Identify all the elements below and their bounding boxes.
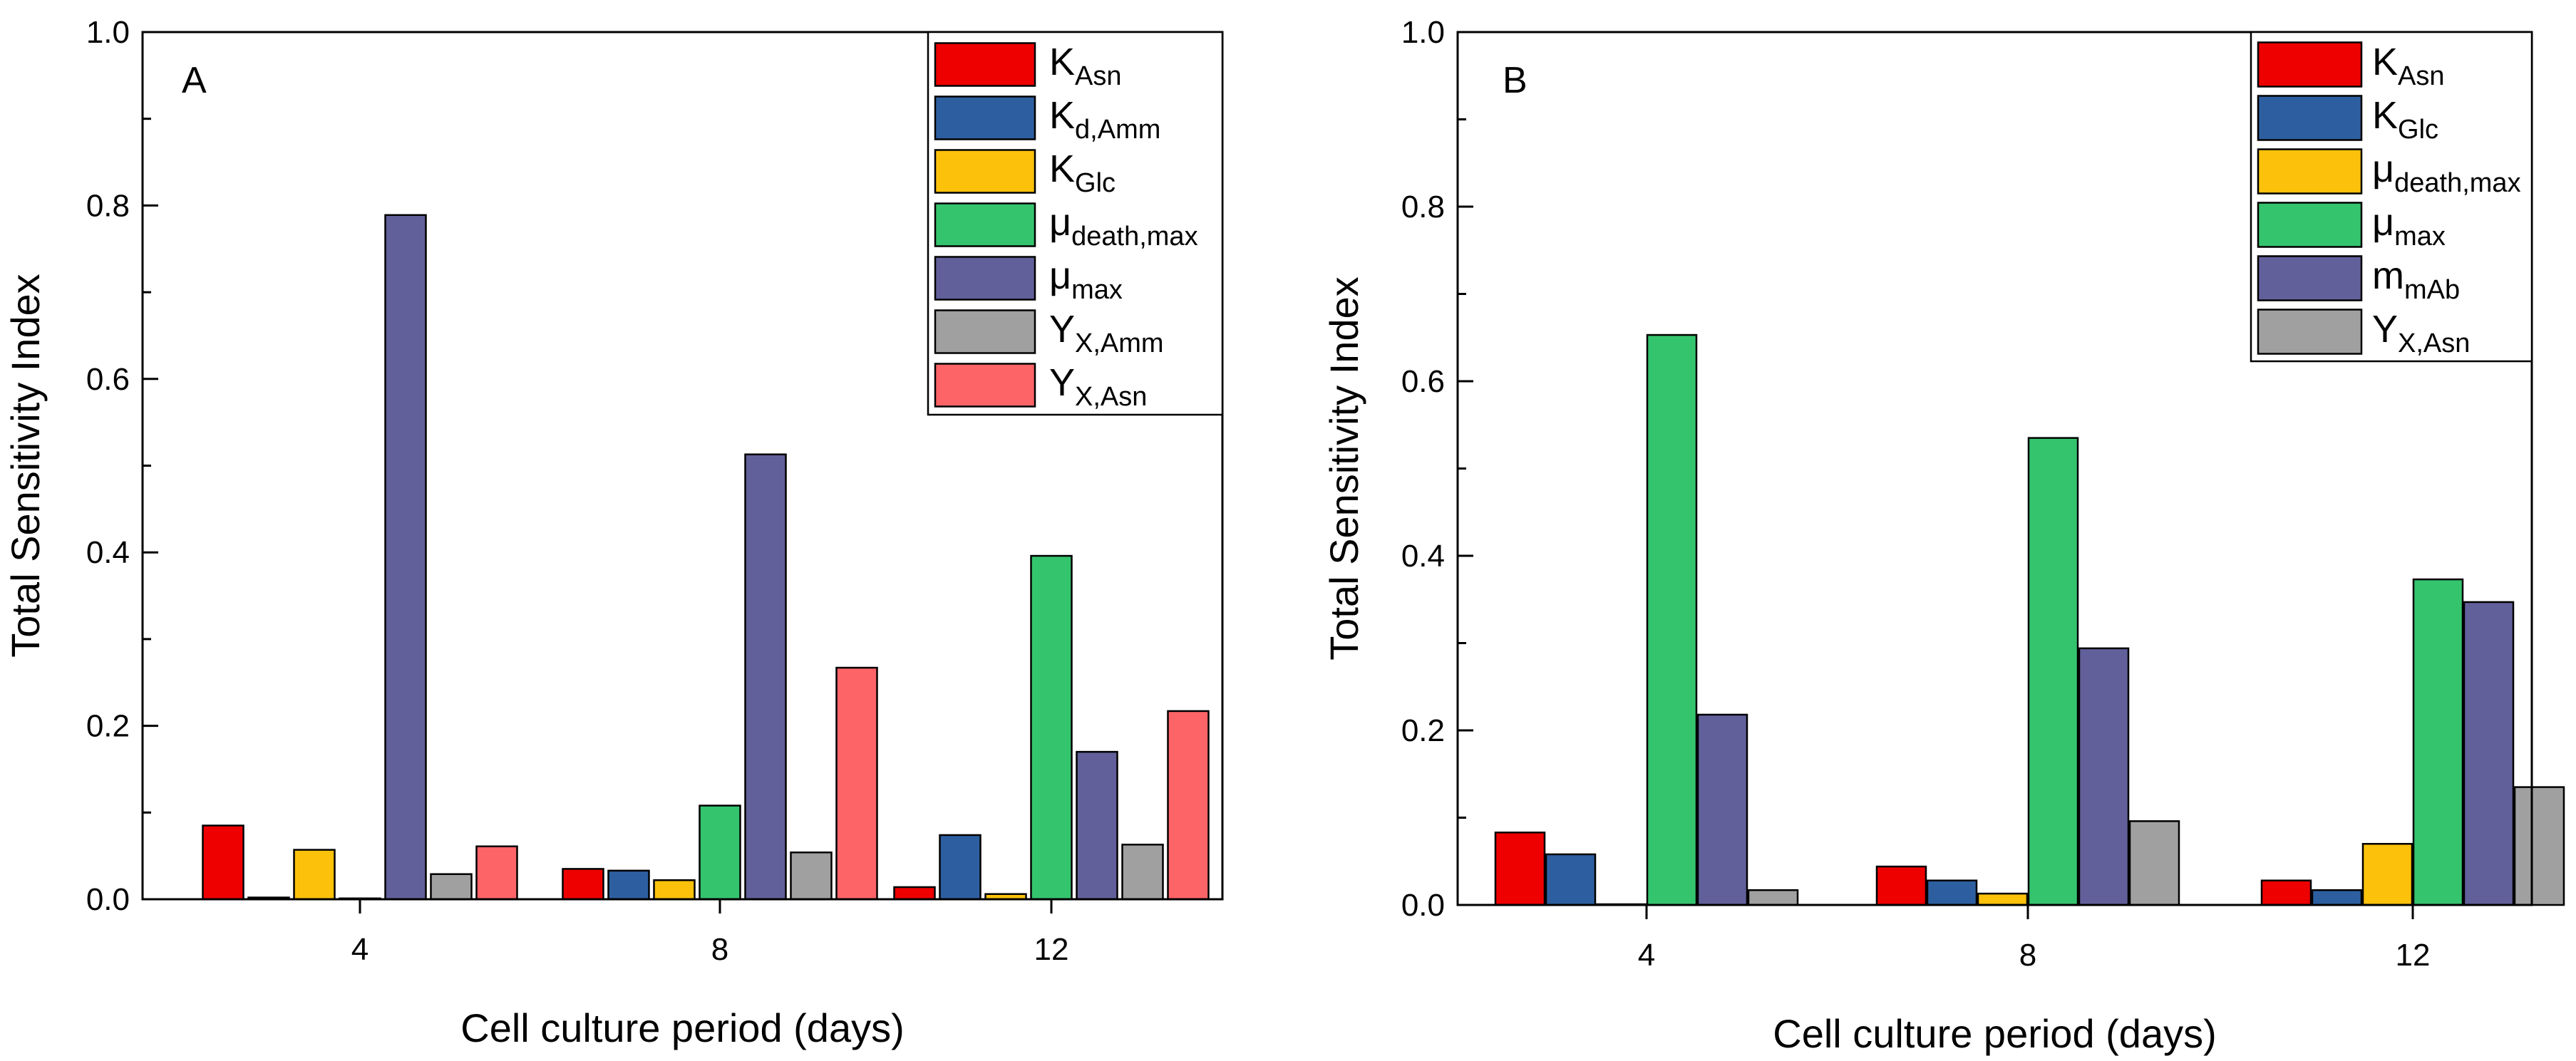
bar-a-max-day12 bbox=[1076, 750, 1118, 901]
legend-swatch bbox=[934, 202, 1036, 247]
legend-label: YX,Amm bbox=[1049, 308, 1164, 358]
legend-label: YX,Asn bbox=[2372, 308, 2470, 358]
bar-b-deathmax-day12 bbox=[2361, 843, 2413, 906]
x-tick-label: 12 bbox=[1034, 932, 1069, 967]
bar-b-yxasn-day8 bbox=[2128, 820, 2180, 906]
legend-label: Kd,Amm bbox=[1049, 94, 1160, 145]
bar-b-max-day12 bbox=[2412, 578, 2464, 906]
y-tick-label: 0.6 bbox=[86, 362, 130, 397]
bar-b-mmab-day12 bbox=[2463, 601, 2515, 906]
bar-a-yxamm-day8 bbox=[790, 852, 833, 901]
bar-a-kasn-day4 bbox=[202, 824, 244, 901]
bar-a-kasn-day12 bbox=[893, 886, 936, 901]
x-tick-label: 12 bbox=[2396, 938, 2431, 973]
bar-a-kdamm-day12 bbox=[939, 834, 982, 901]
legend-swatch bbox=[934, 95, 1036, 140]
y-tick-label: 0.0 bbox=[86, 882, 130, 917]
bar-a-yxamm-day12 bbox=[1121, 844, 1164, 901]
x-axis-title: Cell culture period (days) bbox=[1773, 1011, 2216, 1056]
legend-label: μmax bbox=[2372, 201, 2446, 252]
y-axis-title: Total Sensitivity Index bbox=[3, 274, 48, 657]
legend-label: KGlc bbox=[2372, 94, 2438, 145]
x-tick-label: 4 bbox=[351, 932, 369, 967]
bar-b-yxasn-day12 bbox=[2513, 786, 2565, 906]
bar-a-yxamm-day4 bbox=[430, 873, 473, 901]
y-tick-label: 1.0 bbox=[1401, 15, 1445, 50]
panel-label: B bbox=[1503, 60, 1527, 101]
legend-swatch bbox=[2257, 309, 2363, 355]
x-tick-label: 8 bbox=[711, 932, 728, 967]
legend-swatch bbox=[2257, 148, 2363, 195]
y-tick-label: 0.0 bbox=[1401, 888, 1445, 923]
bar-b-max-day4 bbox=[1646, 333, 1698, 906]
panel-label: A bbox=[182, 60, 207, 101]
y-tick-label: 0.2 bbox=[86, 709, 130, 744]
legend-label: μdeath,max bbox=[1049, 201, 1198, 252]
bar-b-mmab-day8 bbox=[2078, 647, 2130, 906]
legend-label: KAsn bbox=[2372, 41, 2445, 91]
legend-swatch bbox=[934, 363, 1036, 408]
bar-a-kasn-day8 bbox=[562, 868, 604, 901]
legend-label: μmax bbox=[1049, 254, 1123, 305]
legend-label: KGlc bbox=[1049, 147, 1116, 198]
y-tick-label: 1.0 bbox=[86, 15, 130, 50]
legend-swatch bbox=[934, 256, 1036, 301]
bar-a-kglc-day8 bbox=[653, 879, 696, 901]
panel-a: 0.0 0.2 0.4 0.6 0.8 1.0 4 8 12 Cell culture perio… bbox=[3, 15, 1224, 1050]
legend-label: YX,Asn bbox=[1049, 361, 1147, 412]
y-tick-label: 0.2 bbox=[1401, 713, 1445, 748]
bar-b-mmab-day4 bbox=[1696, 713, 1748, 906]
bar-b-kasn-day4 bbox=[1494, 832, 1546, 906]
bar-a-max-day4 bbox=[384, 214, 427, 901]
y-tick-label: 0.8 bbox=[1401, 190, 1445, 224]
bar-b-kglc-day12 bbox=[2311, 889, 2363, 906]
legend-label: KAsn bbox=[1049, 41, 1122, 91]
bar-a-kdamm-day8 bbox=[607, 869, 650, 901]
y-tick-label: 0.4 bbox=[1401, 539, 1445, 574]
legend-swatch bbox=[2257, 255, 2363, 301]
y-axis-title: Total Sensitivity Index bbox=[1322, 276, 1366, 660]
legend-swatch bbox=[934, 309, 1036, 354]
bar-b-kasn-day8 bbox=[1875, 865, 1927, 906]
bar-a-max-day8 bbox=[744, 453, 787, 901]
y-tick-label: 0.8 bbox=[86, 188, 130, 223]
bar-b-yxasn-day4 bbox=[1747, 889, 1799, 906]
legend-label: μdeath,max bbox=[2372, 147, 2521, 198]
bar-a-kglc-day4 bbox=[293, 849, 336, 901]
y-tick-label: 0.6 bbox=[1401, 364, 1445, 399]
x-tick-label: 4 bbox=[1638, 938, 1655, 973]
bar-a-yxasn-day12 bbox=[1167, 710, 1210, 901]
legend-label: mmAb bbox=[2372, 254, 2460, 305]
bar-b-max-day8 bbox=[2027, 437, 2079, 906]
y-tick-label: 0.4 bbox=[86, 535, 130, 570]
legend-swatch bbox=[2257, 95, 2363, 141]
bar-a-deathmax-day8 bbox=[699, 804, 741, 901]
legend-swatch bbox=[2257, 41, 2363, 88]
legend-swatch bbox=[934, 149, 1036, 194]
x-axis-title: Cell culture period (days) bbox=[460, 1005, 904, 1050]
bar-b-kglc-day8 bbox=[1926, 879, 1978, 906]
legend-swatch bbox=[2257, 202, 2363, 248]
bar-b-kasn-day12 bbox=[2260, 879, 2312, 906]
bar-b-deathmax-day8 bbox=[1977, 892, 2029, 906]
legend-swatch bbox=[934, 42, 1036, 87]
bar-a-deathmax-day12 bbox=[1030, 554, 1073, 901]
bar-b-kglc-day4 bbox=[1545, 853, 1597, 906]
x-tick-label: 8 bbox=[2019, 938, 2036, 973]
panel-b: 0.0 0.2 0.4 0.6 0.8 1.0 4 8 12 Cell culture perio… bbox=[1322, 15, 2565, 1056]
bar-a-yxasn-day8 bbox=[835, 666, 878, 901]
bar-a-yxasn-day4 bbox=[475, 845, 518, 901]
